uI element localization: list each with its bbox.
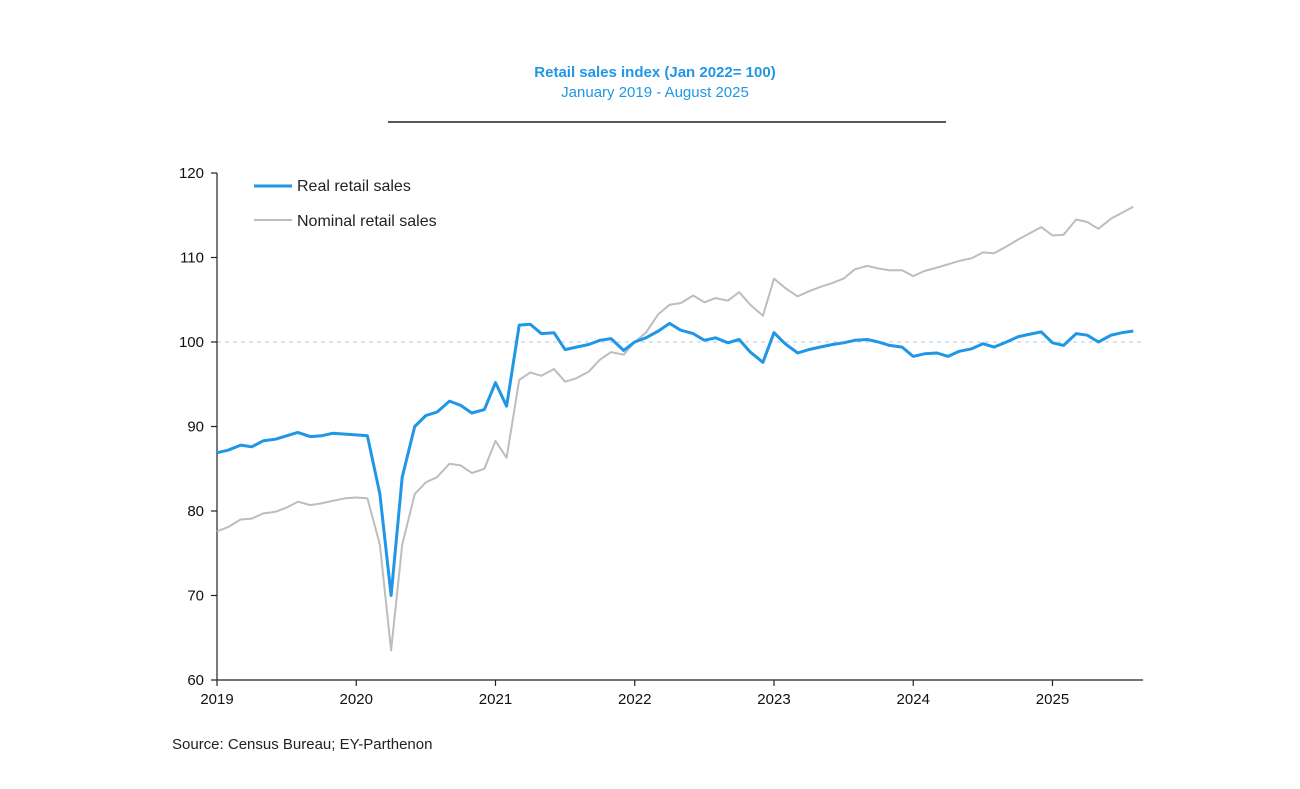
x-tick-label: 2024: [897, 691, 930, 708]
y-tick-label: 90: [187, 419, 204, 436]
series-line-nominal: [216, 205, 1134, 652]
x-tick-label: 2022: [618, 691, 651, 708]
series-layer: [216, 205, 1134, 652]
x-tick-label: 2023: [757, 691, 790, 708]
x-tick-label: 2020: [340, 691, 373, 708]
legend-label-real: Real retail sales: [297, 178, 411, 195]
chart-subtitle: January 2019 - August 2025: [561, 84, 749, 101]
x-tick-label: 2025: [1036, 691, 1069, 708]
legend-label-nominal: Nominal retail sales: [297, 213, 437, 230]
y-tick-label: 100: [179, 334, 204, 351]
x-axis: 2019 2020 2021 2022 2023 2024 2025: [200, 679, 1143, 708]
legend: Real retail sales Nominal retail sales: [254, 178, 437, 230]
x-tick-label: 2021: [479, 691, 512, 708]
source-note: Source: Census Bureau; EY-Parthenon: [172, 736, 432, 753]
series-line-real: [216, 321, 1134, 597]
y-tick-label: 120: [179, 165, 204, 182]
chart-title: Retail sales index (Jan 2022= 100): [534, 64, 775, 81]
y-axis: 60 70 80 90 100 110 120: [179, 165, 218, 689]
x-tick-label: 2019: [200, 691, 233, 708]
y-tick-label: 110: [180, 250, 204, 267]
y-tick-label: 70: [187, 588, 204, 605]
y-tick-label: 80: [187, 503, 204, 520]
y-tick-label: 60: [187, 672, 204, 689]
